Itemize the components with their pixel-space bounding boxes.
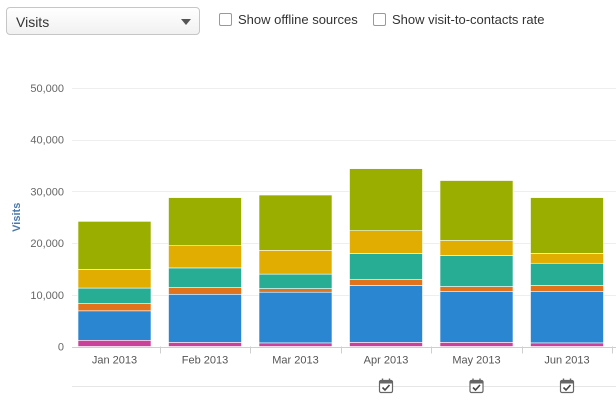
bar-segment[interactable] [349, 278, 423, 286]
x-tick-label: Jun 2013 [544, 355, 589, 367]
bar-segment[interactable] [439, 180, 514, 241]
bar-segment[interactable] [530, 253, 604, 264]
visit-rate-label: Show visit-to-contacts rate [392, 12, 545, 27]
y-tick-label: 10,000 [30, 290, 64, 302]
bar-segment[interactable] [168, 287, 242, 295]
y-tick-label: 30,000 [30, 186, 64, 198]
bar-segment[interactable] [258, 342, 333, 347]
bar-segment[interactable] [258, 291, 333, 344]
bar-segment[interactable] [168, 197, 242, 246]
x-tick-label: May 2013 [452, 355, 500, 367]
bar-segment[interactable] [258, 194, 333, 251]
y-tick-label: 20,000 [30, 238, 64, 250]
metric-select-value: Visits [16, 14, 50, 30]
bar-segment[interactable] [530, 285, 604, 292]
bar-segment[interactable] [439, 240, 514, 256]
calendar-check-icon[interactable] [469, 378, 484, 394]
bar-segment[interactable] [439, 255, 514, 287]
y-tick-label: 50,000 [30, 83, 64, 95]
x-tick-label: Apr 2013 [364, 355, 409, 367]
bar-segment[interactable] [349, 168, 423, 231]
calendar-check-icon[interactable] [378, 378, 394, 394]
stacked-bar-chart: 0 10,000 20,000 30,000 40,000 50,000 Visits Jan… [11, 83, 616, 394]
chart-toolbar: Visits Show offline sources Show visit-t… [0, 0, 616, 44]
bar-segment[interactable] [168, 293, 242, 343]
bar-segment[interactable] [77, 303, 152, 312]
bar-segment[interactable] [349, 253, 423, 280]
bar-segment[interactable] [349, 230, 423, 254]
bar-segment[interactable] [77, 221, 152, 270]
bar-segment[interactable] [168, 267, 242, 288]
bar-segment[interactable] [77, 339, 152, 347]
bar-segment[interactable] [349, 285, 423, 343]
bar-segment[interactable] [258, 250, 333, 275]
offline-sources-label: Show offline sources [238, 12, 358, 27]
bar-segment[interactable] [530, 197, 604, 254]
bar-segment[interactable] [530, 342, 604, 347]
x-tick-label: Jan 2013 [92, 355, 137, 367]
checkbox-box[interactable] [373, 13, 386, 26]
bar-segment[interactable] [77, 287, 152, 304]
y-tick-label: 40,000 [30, 135, 64, 147]
bar-segment[interactable] [77, 310, 152, 341]
bar-segment[interactable] [77, 269, 152, 289]
bar-segment[interactable] [530, 262, 604, 286]
bar-segment[interactable] [168, 342, 242, 347]
bar-segment[interactable] [439, 342, 514, 347]
bar-segment[interactable] [258, 273, 333, 289]
y-axis-title: Visits [11, 203, 23, 232]
y-tick-label: 0 [58, 342, 64, 354]
bar-segment[interactable] [349, 342, 423, 347]
x-tick-label: Feb 2013 [182, 355, 228, 367]
metric-select[interactable]: Visits [6, 7, 200, 35]
bar-segment[interactable] [530, 291, 604, 344]
bar-segment[interactable] [168, 245, 242, 269]
bar-segment[interactable] [258, 288, 333, 293]
chevron-down-icon [181, 19, 191, 25]
bar-segment[interactable] [439, 291, 514, 343]
calendar-check-icon[interactable] [559, 378, 575, 394]
x-tick-label: Mar 2013 [272, 355, 318, 367]
bar-segment[interactable] [439, 286, 514, 292]
checkbox-box[interactable] [219, 13, 232, 26]
